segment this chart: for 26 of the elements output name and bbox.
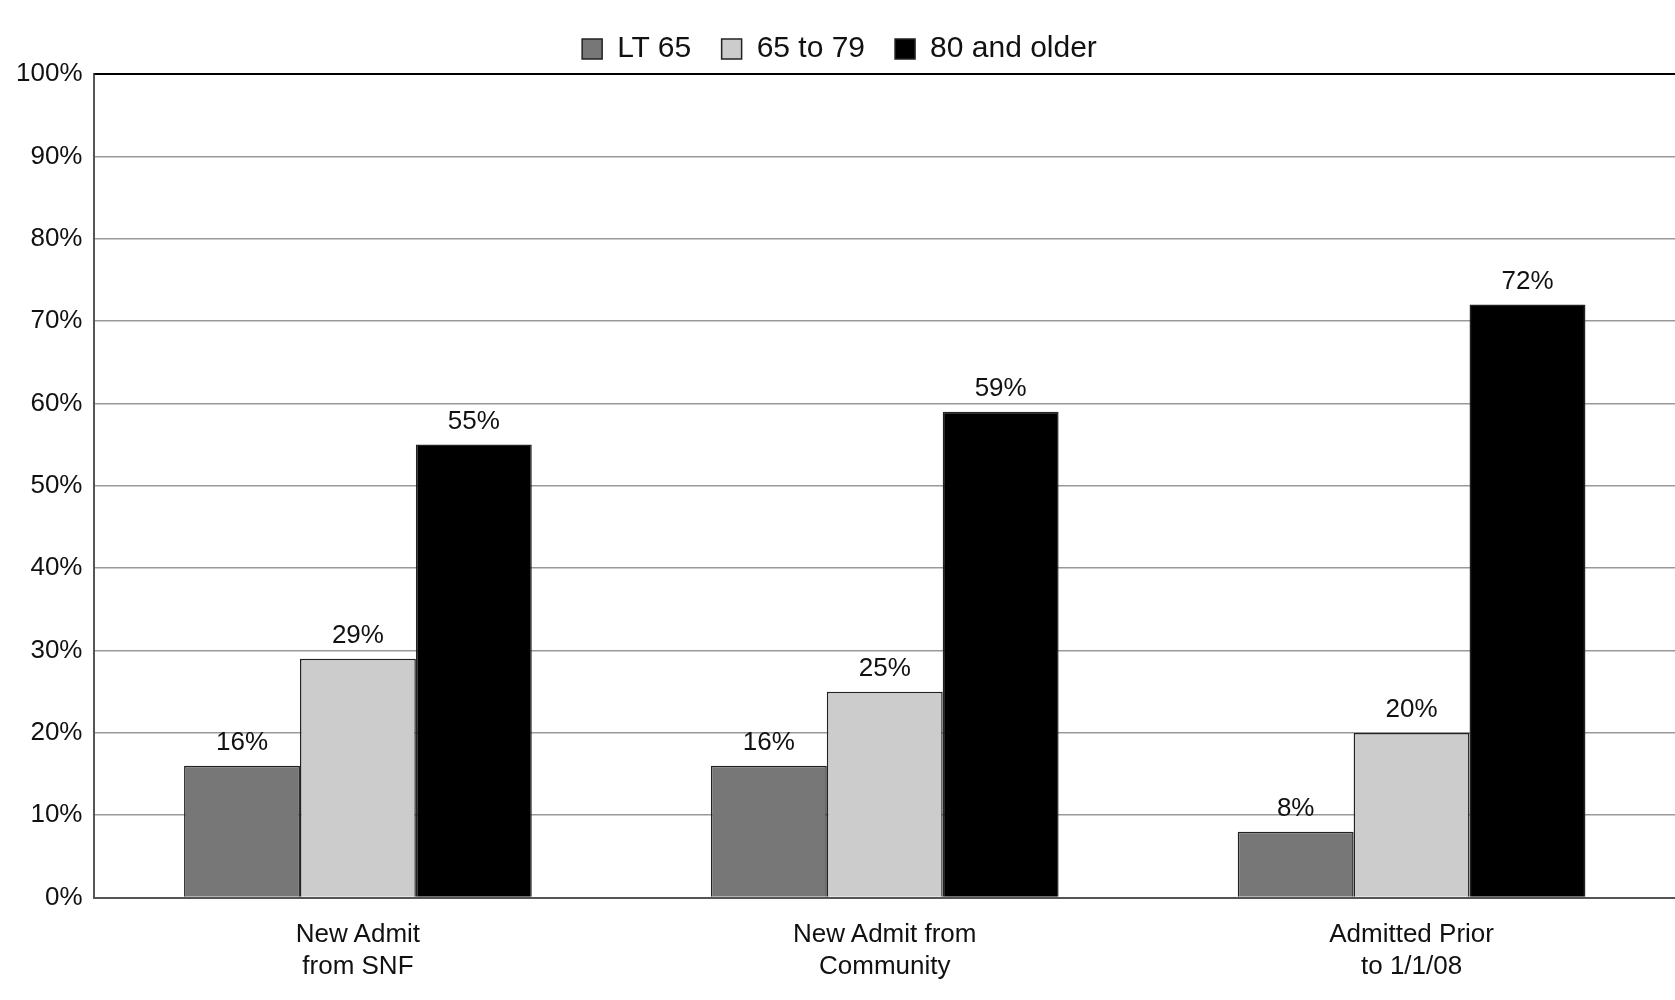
legend-label: 65 to 79 bbox=[756, 30, 866, 64]
data-label: 72% bbox=[1501, 264, 1554, 295]
y-tick-label: 10% bbox=[30, 798, 83, 829]
y-tick-label: 0% bbox=[44, 880, 83, 911]
y-tick-label: 60% bbox=[30, 386, 83, 417]
data-label: 25% bbox=[858, 651, 911, 682]
x-tick-label: New Admit from Community bbox=[793, 918, 977, 980]
y-tick-label: 50% bbox=[30, 468, 83, 499]
data-label: 29% bbox=[331, 618, 384, 649]
legend-label: LT 65 bbox=[617, 30, 692, 64]
data-label: 59% bbox=[974, 371, 1027, 402]
data-label: 8% bbox=[1276, 791, 1315, 822]
x-tick-label: Admitted Prior to 1/1/08 bbox=[1329, 918, 1495, 980]
data-label: 55% bbox=[447, 404, 500, 435]
y-tick-label: 90% bbox=[30, 139, 83, 170]
y-tick-label: 40% bbox=[30, 551, 83, 582]
y-tick-label: 20% bbox=[30, 716, 83, 747]
y-tick-label: 70% bbox=[30, 304, 83, 335]
y-tick-label: 100% bbox=[16, 57, 83, 88]
y-tick-label: 30% bbox=[30, 633, 83, 664]
x-tick-label: New Admit from SNF bbox=[295, 918, 421, 980]
data-label: 20% bbox=[1385, 693, 1438, 724]
data-label: 16% bbox=[215, 726, 269, 756]
data-label: 16% bbox=[742, 726, 795, 756]
y-tick-label: 80% bbox=[30, 221, 83, 252]
legend-label: 80 and older bbox=[930, 30, 1097, 64]
